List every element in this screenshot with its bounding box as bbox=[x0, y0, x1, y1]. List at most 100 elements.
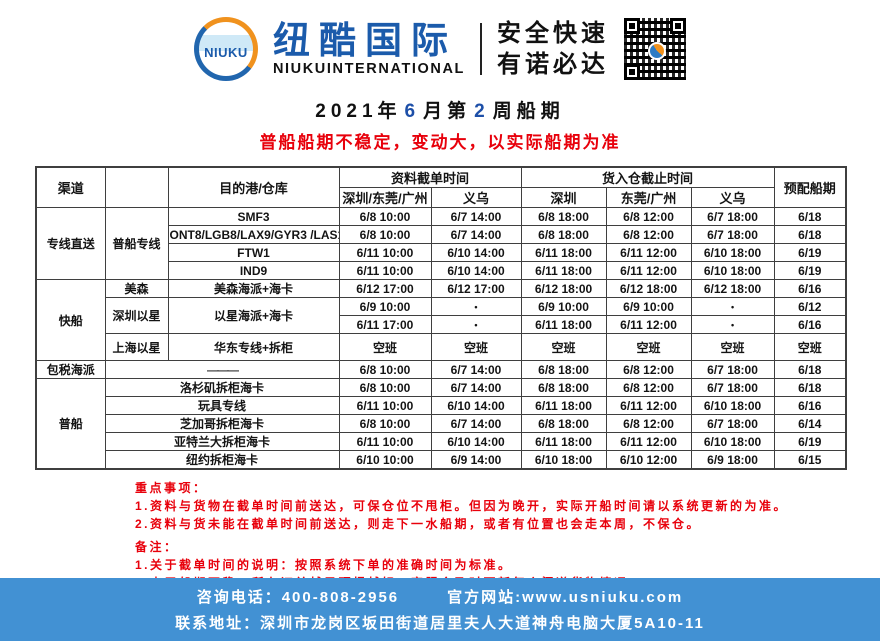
cell: 6/9 10:00 bbox=[605, 297, 692, 316]
cell: 6/8 10:00 bbox=[338, 414, 432, 433]
cell: 6/10 10:00 bbox=[338, 450, 432, 470]
subheader-yiwu-cargo: 义乌 bbox=[690, 187, 775, 208]
cell: 6/11 18:00 bbox=[520, 432, 607, 451]
destination-cell: 纽约拆柜海卡 bbox=[104, 450, 340, 470]
col-header-schedule: 预配船期 bbox=[773, 166, 847, 208]
cell: 6/12 18:00 bbox=[605, 279, 692, 298]
table-row: 专线直送 普船专线 SMF3 6/8 10:00 6/7 14:00 6/8 1… bbox=[35, 207, 847, 280]
title-month-num: 6 bbox=[404, 101, 421, 122]
channel-group-cell: 快船 bbox=[35, 279, 106, 361]
table-row: 亚特兰大拆柜海卡 6/11 10:00 6/10 14:00 6/11 18:0… bbox=[36, 432, 847, 451]
channel-group-cell: 专线直送 bbox=[35, 207, 106, 280]
title-mid: 月第 bbox=[423, 101, 472, 122]
page-header: NIUKU 纽酷国际 NIUKUINTERNATIONAL 安全快速 有诺必达 bbox=[0, 0, 880, 85]
note-line: 1.资料与货物在截单时间前送达，可保仓位不甩柜。但因为晚开，实际开船时间请以系统… bbox=[135, 499, 789, 513]
cell: 6/11 12:00 bbox=[605, 261, 692, 280]
header-row-2: 深圳/东莞/广州 义乌 深圳 东莞/广州 义乌 bbox=[36, 187, 846, 208]
destination-cell: SMF3 bbox=[167, 207, 340, 226]
subheader-dg-gz: 东莞/广州 bbox=[605, 187, 692, 208]
cell: 6/8 18:00 bbox=[520, 207, 607, 226]
cell: • bbox=[690, 315, 775, 334]
slogan-line-2: 有诺必达 bbox=[497, 51, 610, 78]
qr-center-logo-icon bbox=[648, 42, 667, 60]
destination-cell: FTW1 bbox=[167, 243, 340, 262]
shipping-schedule-table: 渠道 目的港/仓库 资料截单时间 货入仓截止时间 预配船期 深圳/东莞/广州 义… bbox=[35, 166, 848, 470]
qr-code bbox=[624, 18, 687, 80]
note-line: 2.资料与货未能在截单时间前送达，则走下一水船期，或者有位置也会走本周，不保仓。 bbox=[135, 517, 702, 531]
cell: 6/10 14:00 bbox=[430, 432, 522, 451]
destination-cell: ONT8/LGB8/LAX9/GYR3 /LAS1 bbox=[167, 225, 340, 244]
cell: 空班 bbox=[520, 333, 607, 361]
address-text: 联系地址：深圳市龙岗区坂田街道居里夫人大道神舟电脑大厦5A10-11 bbox=[175, 615, 705, 632]
col-header-doc-cutoff: 资料截单时间 bbox=[338, 166, 522, 188]
cell: 6/11 12:00 bbox=[605, 315, 692, 334]
channel-group-cell: 包税海派 bbox=[35, 360, 106, 379]
cell: 6/11 17:00 bbox=[338, 315, 432, 334]
cell: 6/8 10:00 bbox=[338, 225, 432, 244]
schedule-cell: 6/12 bbox=[773, 297, 847, 316]
qr-position-marker bbox=[670, 18, 687, 34]
cell: 6/10 18:00 bbox=[690, 432, 775, 451]
brand-name-cn: 纽酷国际 bbox=[272, 19, 457, 61]
cell: 6/7 14:00 bbox=[430, 207, 522, 226]
table-row: IND9 6/11 10:00 6/10 14:00 6/11 18:00 6/… bbox=[36, 261, 847, 280]
note-line: 1.关于截单时间的说明：按照系统下单的准确时间为标准。 bbox=[135, 558, 513, 572]
schedule-cell: 6/18 bbox=[773, 207, 847, 226]
schedule-cell: 6/16 bbox=[773, 396, 847, 415]
cell: 6/12 18:00 bbox=[520, 279, 607, 298]
channel-sub-cell: 深圳以星 bbox=[104, 297, 169, 334]
channel-sub-cell: 普船专线 bbox=[104, 207, 169, 280]
cell: 6/9 18:00 bbox=[690, 450, 775, 470]
notes-remark-title: 备注： bbox=[135, 540, 179, 554]
schedule-cell: 6/18 bbox=[773, 360, 847, 379]
cell: 6/12 18:00 bbox=[690, 279, 775, 298]
table-row: ONT8/LGB8/LAX9/GYR3 /LAS1 6/8 10:00 6/7 … bbox=[36, 225, 847, 244]
cell: 6/7 18:00 bbox=[690, 414, 775, 433]
cell: 6/7 14:00 bbox=[430, 360, 522, 379]
table-row: 玩具专线 6/11 10:00 6/10 14:00 6/11 18:00 6/… bbox=[36, 396, 847, 415]
cell: 6/8 18:00 bbox=[520, 414, 607, 433]
brand-block: 纽酷国际 NIUKUINTERNATIONAL bbox=[273, 22, 465, 77]
cell: • bbox=[430, 315, 522, 334]
slogan-block: 安全快速 有诺必达 bbox=[497, 18, 609, 80]
channel-sub-cell: 上海以星 bbox=[104, 333, 169, 361]
destination-cell: 芝加哥拆柜海卡 bbox=[104, 414, 340, 433]
cell: 6/11 10:00 bbox=[338, 396, 432, 415]
table-row: 上海以星 华东专线+拆柜 空班 空班 空班 空班 空班 空班 bbox=[36, 333, 847, 361]
table-row: 包税海派 ——— 6/8 10:00 6/7 14:00 6/8 18:00 6… bbox=[35, 360, 847, 379]
cell: 6/8 18:00 bbox=[520, 225, 607, 244]
qr-position-marker bbox=[624, 64, 641, 80]
cell: 6/8 10:00 bbox=[338, 378, 432, 397]
warning-subtitle: 普船船期不稳定，变动大，以实际船期为准 bbox=[259, 133, 621, 152]
col-header-destination: 目的港/仓库 bbox=[167, 166, 340, 208]
title-year: 2021年 bbox=[315, 101, 402, 122]
phone-text: 咨询电话：400-808-2956 bbox=[196, 589, 400, 606]
destination-cell: 以星海派+海卡 bbox=[167, 297, 340, 334]
schedule-cell: 6/19 bbox=[773, 432, 847, 451]
cell: 6/7 18:00 bbox=[690, 225, 775, 244]
col-header-channel: 渠道 bbox=[35, 166, 106, 208]
brand-name-en: NIUKUINTERNATIONAL bbox=[272, 60, 466, 77]
cell: 6/11 18:00 bbox=[520, 396, 607, 415]
cell: 6/10 14:00 bbox=[430, 243, 522, 262]
title-tail: 周船期 bbox=[492, 101, 565, 122]
destination-cell: IND9 bbox=[167, 261, 340, 280]
schedule-cell: 6/18 bbox=[773, 225, 847, 244]
destination-cell: 华东专线+拆柜 bbox=[167, 333, 340, 361]
cell: 6/11 12:00 bbox=[605, 432, 692, 451]
cell: 6/8 12:00 bbox=[605, 414, 692, 433]
schedule-cell: 6/14 bbox=[773, 414, 847, 433]
cell: 6/9 10:00 bbox=[520, 297, 607, 316]
cell: 6/7 18:00 bbox=[690, 378, 775, 397]
destination-cell: 亚特兰大拆柜海卡 bbox=[104, 432, 340, 451]
cell: 6/7 18:00 bbox=[690, 360, 775, 379]
col-header-cargo-cutoff: 货入仓截止时间 bbox=[520, 166, 775, 188]
cell: 6/10 12:00 bbox=[605, 450, 692, 470]
cell: 6/11 10:00 bbox=[338, 432, 432, 451]
header-row-1: 渠道 目的港/仓库 资料截单时间 货入仓截止时间 预配船期 bbox=[35, 166, 847, 208]
col-header-channel-sub bbox=[104, 166, 169, 208]
schedule-cell: 6/16 bbox=[773, 279, 847, 298]
cell: 6/10 14:00 bbox=[430, 396, 522, 415]
subheader-shenzhen: 深圳 bbox=[520, 187, 607, 208]
cell: 6/11 18:00 bbox=[520, 243, 607, 262]
